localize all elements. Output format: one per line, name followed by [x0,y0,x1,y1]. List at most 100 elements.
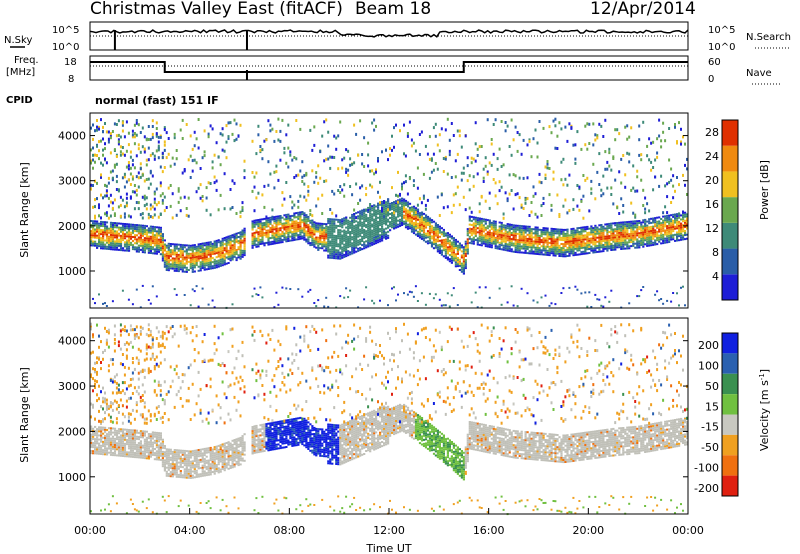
power-cell [524,241,527,244]
power-cell [105,235,109,238]
power-cell [662,221,665,224]
power-cell [143,179,146,183]
power-cell [125,165,128,169]
power-cell [203,268,206,271]
power-cell [251,236,254,239]
power-cell [650,240,653,243]
power-cell [598,152,601,156]
power-cell [311,169,314,173]
power-cell [622,241,625,244]
power-cell [143,247,146,250]
power-cell [267,225,270,228]
power-cell [337,218,340,221]
power-cell [205,268,208,271]
power-cell [317,230,320,233]
power-cell [211,249,214,251]
power-cell [668,226,671,229]
power-cell [98,222,101,225]
power-cell [263,224,266,226]
power-cell [313,237,316,240]
power-cell [377,229,380,231]
power-cell [94,230,97,233]
power-cell [357,239,360,242]
power-cell [460,250,463,253]
power-cell [524,198,527,202]
power-cell [379,234,382,237]
power-cell [285,216,288,218]
power-cell [478,239,481,242]
power-cell [219,248,222,251]
power-cell [486,231,489,234]
power-cell [145,233,148,236]
power-cell [389,221,392,224]
power-cell [133,226,137,228]
power-cell [189,134,192,138]
power-cell [448,138,451,142]
power-cell [191,250,194,253]
power-cell [383,210,386,213]
power-colorbar-tick: 8 [712,246,719,259]
power-cell [365,226,368,229]
power-cell [664,139,667,143]
power-cell [111,246,115,249]
power-cell [217,239,220,242]
power-cell [137,228,140,231]
power-cell [672,219,675,222]
power-cell [416,212,420,215]
power-cell [512,207,515,211]
power-cell [486,219,489,222]
power-cell [347,244,350,246]
power-cell [213,250,216,253]
power-cell [111,300,114,303]
power-cell [602,240,605,242]
power-cell [377,227,380,229]
power-cell [594,239,597,241]
power-cell [96,197,98,201]
power-cell [660,174,663,178]
power-cell [410,222,414,225]
power-cell [586,238,589,241]
power-cell [556,193,559,197]
power-cell [614,224,617,227]
power-cell [498,229,501,232]
power-cell [656,233,659,235]
power-cell [323,245,326,248]
power-cell [684,304,686,307]
power-cell [592,162,595,166]
power-cell [315,171,318,175]
power-cell [446,242,449,245]
power-cell [672,230,675,233]
power-cell [243,231,246,234]
power-cell [650,228,653,230]
power-cell [155,244,158,247]
power-cell [125,180,128,184]
power-cell [542,229,545,232]
power-cell [343,235,346,238]
power-cell [640,158,643,162]
power-cell [367,221,370,224]
power-cell [472,222,475,225]
power-cell [418,197,421,201]
power-cell [165,263,168,265]
power-cell [566,234,569,237]
power-cell [102,148,104,152]
power-cell [323,239,326,242]
power-cell [678,233,681,236]
power-cell [327,238,330,241]
power-cell [359,186,362,190]
power-cell [305,214,308,217]
power-cell [137,244,140,247]
power-cell [660,298,663,300]
power-cell [275,170,278,174]
power-cell [662,302,665,305]
power-cell [568,238,571,241]
power-cell [668,216,671,219]
power-cell [480,230,483,233]
power-cell [478,221,481,224]
power-cell [115,236,119,239]
power-cell [638,234,641,237]
power-cell [420,216,423,220]
power-cell [289,223,292,226]
power-cell [652,231,655,234]
power-cell [393,201,396,204]
